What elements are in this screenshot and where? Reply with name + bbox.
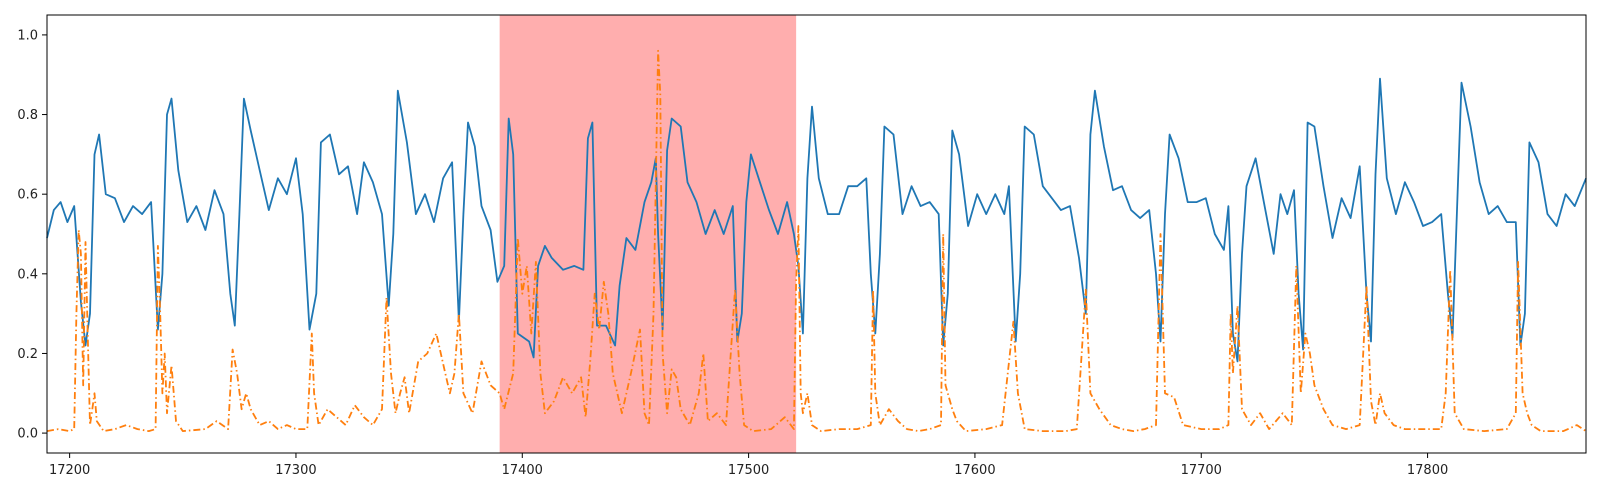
highlight-span bbox=[499, 15, 797, 453]
x-tick-label: 17500 bbox=[728, 463, 769, 478]
series-line-1 bbox=[46, 77, 1587, 363]
x-tick-label: 17800 bbox=[1407, 463, 1448, 478]
highlight-span-layer bbox=[499, 15, 797, 453]
series-line-2 bbox=[46, 49, 1587, 432]
series-layer bbox=[46, 49, 1587, 432]
plot-area-frame bbox=[46, 14, 1587, 454]
y-tick-label: 0.8 bbox=[17, 108, 38, 123]
x-tick-label: 17300 bbox=[275, 463, 316, 478]
x-axis: 17200 17300 17400 17500 17600 17700 17800 bbox=[49, 453, 1448, 478]
x-tick-label: 17600 bbox=[954, 463, 995, 478]
y-tick-label: 0.2 bbox=[17, 347, 38, 362]
y-tick-label: 0.0 bbox=[17, 427, 38, 442]
x-tick-label: 17700 bbox=[1181, 463, 1222, 478]
y-tick-label: 0.6 bbox=[17, 188, 38, 203]
x-tick-label: 17200 bbox=[49, 463, 90, 478]
y-axis: 0.0 0.2 0.4 0.6 0.8 1.0 bbox=[17, 28, 47, 442]
y-tick-label: 1.0 bbox=[17, 28, 38, 43]
y-tick-label: 0.4 bbox=[17, 267, 38, 282]
x-tick-label: 17400 bbox=[502, 463, 543, 478]
